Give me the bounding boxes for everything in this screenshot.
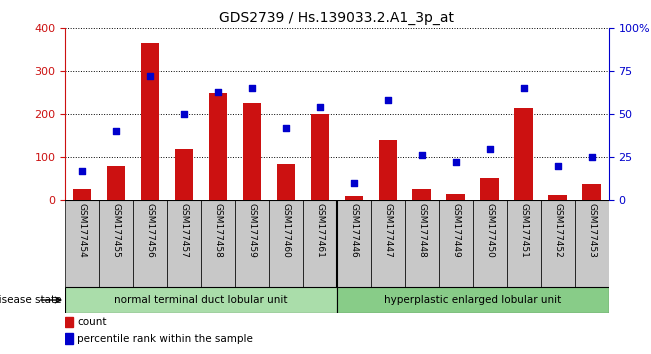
- Text: GSM177451: GSM177451: [519, 202, 528, 257]
- Text: hyperplastic enlarged lobular unit: hyperplastic enlarged lobular unit: [384, 295, 561, 305]
- Point: [281, 125, 291, 131]
- Text: GSM177458: GSM177458: [214, 202, 223, 257]
- Text: GSM177452: GSM177452: [553, 202, 562, 257]
- Bar: [405, 200, 439, 287]
- Point: [484, 146, 495, 152]
- Bar: [235, 200, 269, 287]
- Point: [77, 168, 87, 174]
- Point: [247, 86, 257, 91]
- Bar: [337, 287, 609, 313]
- Bar: [447, 194, 465, 200]
- Bar: [65, 287, 337, 313]
- Text: GSM177450: GSM177450: [485, 202, 494, 257]
- Bar: [174, 149, 193, 200]
- Bar: [133, 200, 167, 287]
- Text: GSM177446: GSM177446: [350, 202, 359, 257]
- Bar: [378, 140, 397, 200]
- Point: [587, 154, 597, 160]
- Bar: [344, 196, 363, 200]
- Bar: [303, 200, 337, 287]
- Bar: [439, 200, 473, 287]
- Text: GSM177447: GSM177447: [383, 202, 393, 257]
- Bar: [141, 43, 159, 200]
- Point: [145, 74, 155, 79]
- Bar: [311, 114, 329, 200]
- Text: GSM177456: GSM177456: [146, 202, 154, 257]
- Bar: [167, 200, 201, 287]
- Bar: [277, 164, 296, 200]
- Bar: [514, 108, 533, 200]
- Bar: [541, 200, 575, 287]
- Text: GSM177461: GSM177461: [315, 202, 324, 257]
- Point: [383, 98, 393, 103]
- Point: [417, 153, 427, 158]
- Bar: [107, 166, 126, 200]
- Point: [349, 180, 359, 185]
- Text: count: count: [77, 317, 107, 327]
- Bar: [506, 200, 541, 287]
- Text: GSM177453: GSM177453: [587, 202, 596, 257]
- Bar: [269, 200, 303, 287]
- Bar: [575, 200, 609, 287]
- Bar: [65, 316, 74, 327]
- Bar: [201, 200, 235, 287]
- Bar: [65, 200, 99, 287]
- Bar: [473, 200, 506, 287]
- Bar: [413, 189, 431, 200]
- Point: [553, 163, 563, 169]
- Bar: [243, 103, 261, 200]
- Point: [179, 111, 189, 117]
- Text: percentile rank within the sample: percentile rank within the sample: [77, 334, 253, 344]
- Bar: [548, 195, 567, 200]
- Title: GDS2739 / Hs.139033.2.A1_3p_at: GDS2739 / Hs.139033.2.A1_3p_at: [219, 11, 454, 24]
- Point: [213, 89, 223, 95]
- Bar: [337, 200, 371, 287]
- Text: GSM177448: GSM177448: [417, 202, 426, 257]
- Bar: [371, 200, 405, 287]
- Text: GSM177449: GSM177449: [451, 202, 460, 257]
- Text: normal terminal duct lobular unit: normal terminal duct lobular unit: [114, 295, 288, 305]
- Point: [314, 104, 325, 110]
- Point: [519, 86, 529, 91]
- Bar: [65, 333, 74, 344]
- Text: GSM177454: GSM177454: [77, 202, 87, 257]
- Text: GSM177459: GSM177459: [247, 202, 256, 257]
- Bar: [480, 178, 499, 200]
- Point: [111, 129, 121, 134]
- Bar: [73, 189, 91, 200]
- Text: disease state: disease state: [0, 295, 62, 305]
- Text: GSM177455: GSM177455: [111, 202, 120, 257]
- Text: GSM177460: GSM177460: [281, 202, 290, 257]
- Bar: [583, 184, 601, 200]
- Text: GSM177457: GSM177457: [180, 202, 189, 257]
- Bar: [208, 93, 227, 200]
- Bar: [99, 200, 133, 287]
- Point: [450, 159, 461, 165]
